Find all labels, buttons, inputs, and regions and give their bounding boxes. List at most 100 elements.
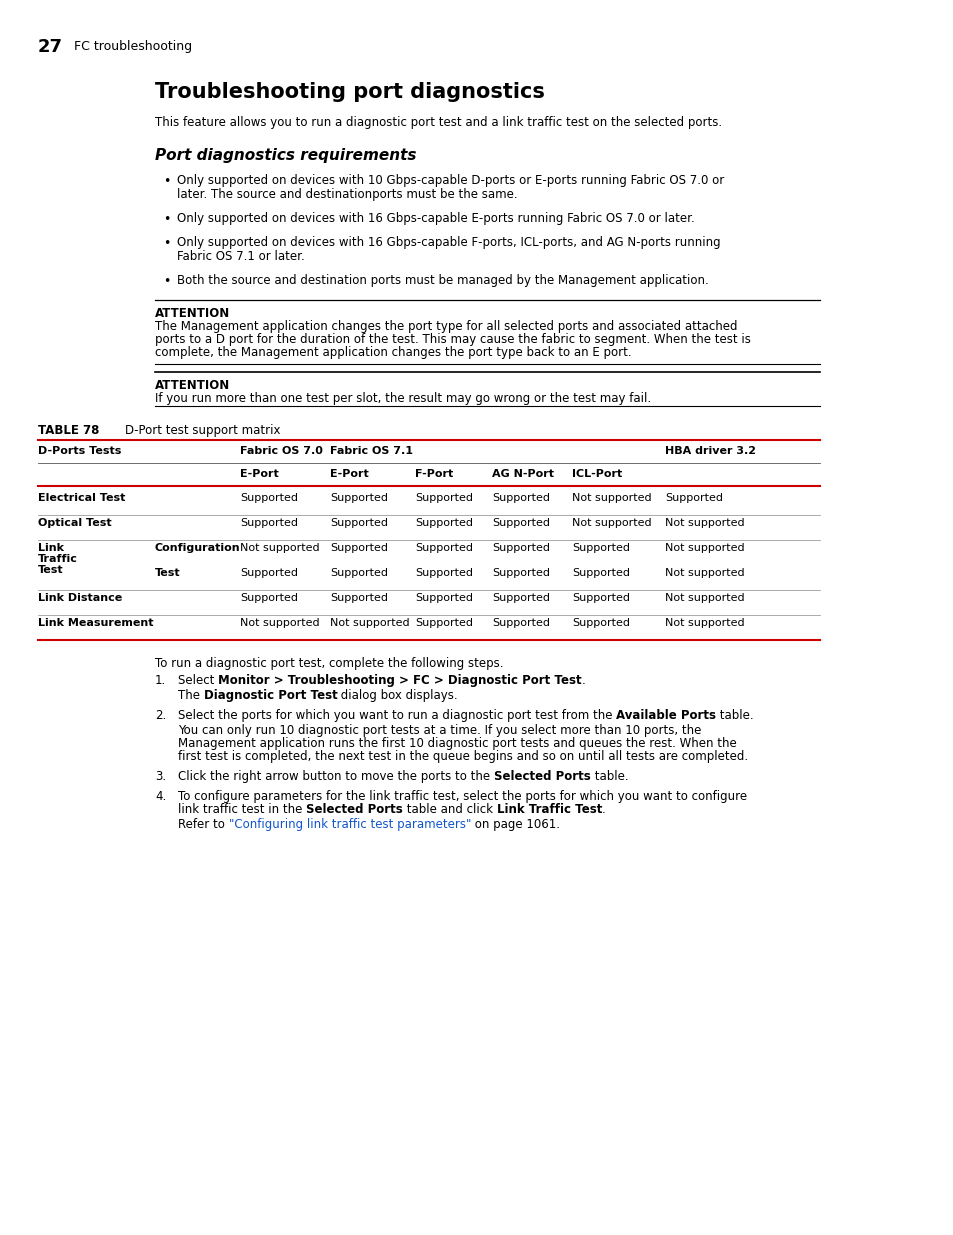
- Text: Not supported: Not supported: [664, 593, 744, 603]
- Text: Supported: Supported: [330, 568, 388, 578]
- Text: Supported: Supported: [415, 568, 473, 578]
- Text: To run a diagnostic port test, complete the following steps.: To run a diagnostic port test, complete …: [154, 657, 503, 671]
- Text: Supported: Supported: [330, 543, 388, 553]
- Text: Both the source and destination ports must be managed by the Management applicat: Both the source and destination ports mu…: [177, 274, 708, 287]
- Text: Select the ports for which you want to run a diagnostic port test from the: Select the ports for which you want to r…: [178, 709, 616, 722]
- Text: first test is completed, the next test in the queue begins and so on until all t: first test is completed, the next test i…: [178, 750, 747, 763]
- Text: D-Ports Tests: D-Ports Tests: [38, 446, 121, 456]
- Text: Supported: Supported: [240, 517, 297, 529]
- Text: Not supported: Not supported: [664, 543, 744, 553]
- Text: •: •: [163, 275, 171, 288]
- Text: on page 1061.: on page 1061.: [471, 818, 559, 831]
- Text: later. The source and destinationports must be the same.: later. The source and destinationports m…: [177, 188, 517, 201]
- Text: table.: table.: [716, 709, 753, 722]
- Text: •: •: [163, 237, 171, 249]
- Text: 1.: 1.: [154, 674, 166, 687]
- Text: .: .: [581, 674, 585, 687]
- Text: Supported: Supported: [240, 568, 297, 578]
- Text: Supported: Supported: [492, 593, 550, 603]
- Text: The: The: [178, 689, 204, 701]
- Text: Diagnostic Port Test: Diagnostic Port Test: [204, 689, 337, 701]
- Text: Link Distance: Link Distance: [38, 593, 122, 603]
- Text: 2.: 2.: [154, 709, 166, 722]
- Text: Port diagnostics requirements: Port diagnostics requirements: [154, 148, 416, 163]
- Text: 27: 27: [38, 38, 63, 56]
- Text: Supported: Supported: [572, 593, 629, 603]
- Text: •: •: [163, 212, 171, 226]
- Text: E-Port: E-Port: [240, 469, 278, 479]
- Text: .: .: [601, 803, 605, 816]
- Text: Supported: Supported: [492, 517, 550, 529]
- Text: Supported: Supported: [240, 493, 297, 503]
- Text: Management application runs the first 10 diagnostic port tests and queues the re: Management application runs the first 10…: [178, 737, 736, 750]
- Text: Link Traffic Test: Link Traffic Test: [497, 803, 601, 816]
- Text: D-Port test support matrix: D-Port test support matrix: [125, 424, 280, 437]
- Text: table.: table.: [590, 769, 628, 783]
- Text: 3.: 3.: [154, 769, 166, 783]
- Text: FC troubleshooting: FC troubleshooting: [74, 40, 192, 53]
- Text: Supported: Supported: [492, 568, 550, 578]
- Text: AG N-Port: AG N-Port: [492, 469, 554, 479]
- Text: link traffic test in the: link traffic test in the: [178, 803, 306, 816]
- Text: To configure parameters for the link traffic test, select the ports for which yo: To configure parameters for the link tra…: [178, 790, 746, 803]
- Text: Monitor > Troubleshooting > FC > Diagnostic Port Test: Monitor > Troubleshooting > FC > Diagnos…: [218, 674, 581, 687]
- Text: Not supported: Not supported: [664, 618, 744, 629]
- Text: Traffic: Traffic: [38, 555, 78, 564]
- Text: "Configuring link traffic test parameters": "Configuring link traffic test parameter…: [229, 818, 471, 831]
- Text: Not supported: Not supported: [240, 543, 319, 553]
- Text: Supported: Supported: [415, 493, 473, 503]
- Text: Not supported: Not supported: [572, 493, 651, 503]
- Text: Supported: Supported: [415, 593, 473, 603]
- Text: Test: Test: [154, 568, 180, 578]
- Text: HBA driver 3.2: HBA driver 3.2: [664, 446, 755, 456]
- Text: Supported: Supported: [664, 493, 722, 503]
- Text: Supported: Supported: [415, 517, 473, 529]
- Text: Supported: Supported: [492, 493, 550, 503]
- Text: Fabric OS 7.1 or later.: Fabric OS 7.1 or later.: [177, 249, 304, 263]
- Text: table and click: table and click: [402, 803, 497, 816]
- Text: Supported: Supported: [415, 618, 473, 629]
- Text: ATTENTION: ATTENTION: [154, 308, 230, 320]
- Text: •: •: [163, 175, 171, 188]
- Text: complete, the Management application changes the port type back to an E port.: complete, the Management application cha…: [154, 346, 631, 359]
- Text: Electrical Test: Electrical Test: [38, 493, 125, 503]
- Text: Supported: Supported: [572, 543, 629, 553]
- Text: Link Measurement: Link Measurement: [38, 618, 153, 629]
- Text: Not supported: Not supported: [572, 517, 651, 529]
- Text: E-Port: E-Port: [330, 469, 369, 479]
- Text: ATTENTION: ATTENTION: [154, 379, 230, 391]
- Text: Supported: Supported: [330, 517, 388, 529]
- Text: Fabric OS 7.0: Fabric OS 7.0: [240, 446, 322, 456]
- Text: Select: Select: [178, 674, 218, 687]
- Text: Not supported: Not supported: [664, 568, 744, 578]
- Text: Refer to: Refer to: [178, 818, 229, 831]
- Text: Only supported on devices with 16 Gbps-capable E-ports running Fabric OS 7.0 or : Only supported on devices with 16 Gbps-c…: [177, 212, 694, 225]
- Text: ports to a D port for the duration of the test. This may cause the fabric to seg: ports to a D port for the duration of th…: [154, 333, 750, 346]
- Text: Selected Ports: Selected Ports: [494, 769, 590, 783]
- Text: Not supported: Not supported: [664, 517, 744, 529]
- Text: Troubleshooting port diagnostics: Troubleshooting port diagnostics: [154, 82, 544, 103]
- Text: Supported: Supported: [240, 593, 297, 603]
- Text: Only supported on devices with 10 Gbps-capable D-ports or E-ports running Fabric: Only supported on devices with 10 Gbps-c…: [177, 174, 723, 186]
- Text: Supported: Supported: [330, 593, 388, 603]
- Text: Configuration: Configuration: [154, 543, 240, 553]
- Text: Link: Link: [38, 543, 64, 553]
- Text: Test: Test: [38, 564, 64, 576]
- Text: Supported: Supported: [572, 568, 629, 578]
- Text: Supported: Supported: [415, 543, 473, 553]
- Text: Supported: Supported: [492, 618, 550, 629]
- Text: You can only run 10 diagnostic port tests at a time. If you select more than 10 : You can only run 10 diagnostic port test…: [178, 724, 700, 737]
- Text: Only supported on devices with 16 Gbps-capable F-ports, ICL-ports, and AG N-port: Only supported on devices with 16 Gbps-c…: [177, 236, 720, 249]
- Text: If you run more than one test per slot, the result may go wrong or the test may : If you run more than one test per slot, …: [154, 391, 651, 405]
- Text: dialog box displays.: dialog box displays.: [337, 689, 457, 701]
- Text: Selected Ports: Selected Ports: [306, 803, 402, 816]
- Text: 4.: 4.: [154, 790, 166, 803]
- Text: TABLE 78: TABLE 78: [38, 424, 99, 437]
- Text: Supported: Supported: [572, 618, 629, 629]
- Text: Not supported: Not supported: [330, 618, 409, 629]
- Text: Not supported: Not supported: [240, 618, 319, 629]
- Text: Click the right arrow button to move the ports to the: Click the right arrow button to move the…: [178, 769, 494, 783]
- Text: Available Ports: Available Ports: [616, 709, 716, 722]
- Text: Optical Test: Optical Test: [38, 517, 112, 529]
- Text: F-Port: F-Port: [415, 469, 453, 479]
